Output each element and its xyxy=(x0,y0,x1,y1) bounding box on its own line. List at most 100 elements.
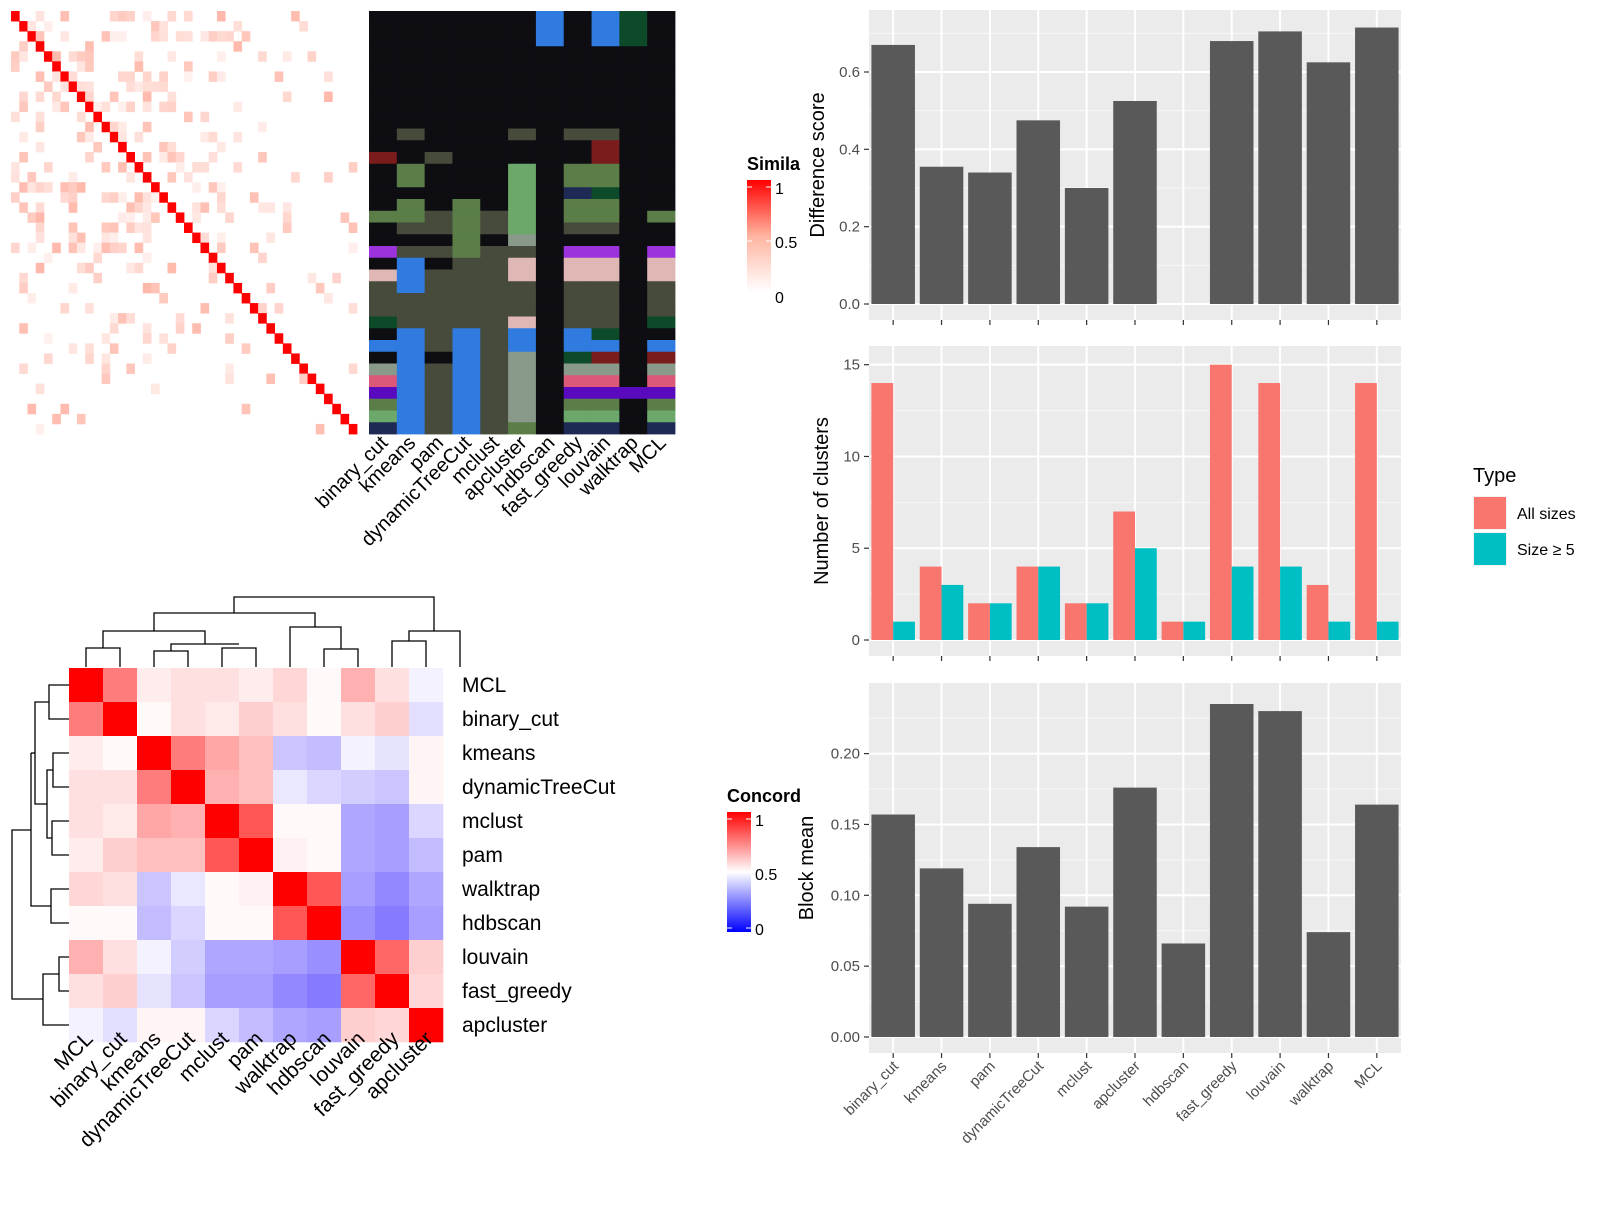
similarity-cell xyxy=(118,313,127,324)
cluster-cell xyxy=(396,11,426,24)
similarity-cell xyxy=(142,172,152,183)
similarity-cell xyxy=(159,71,168,82)
cluster-cell xyxy=(591,410,620,423)
concordance-cell xyxy=(341,872,376,907)
similarity-cell xyxy=(208,272,218,284)
concordance-cell xyxy=(307,668,342,703)
concordance-col-labels: MCLbinary_cutkmeansdynamicTreeCutmclustp… xyxy=(47,1027,438,1152)
concordance-cell xyxy=(205,668,240,703)
concordance-cell xyxy=(137,736,172,771)
similarity-cell xyxy=(184,31,193,42)
similarity-cell xyxy=(35,232,45,244)
concordance-cell xyxy=(375,702,410,737)
cluster-cell xyxy=(424,34,453,47)
cluster-cell xyxy=(480,398,509,411)
cluster-cell xyxy=(424,222,453,235)
concordance-row-label: pam xyxy=(462,844,503,867)
cluster-cell xyxy=(619,163,648,176)
bar xyxy=(871,44,915,304)
concordance-cell xyxy=(171,974,206,1009)
cluster-cell xyxy=(452,58,481,71)
similarity-cell xyxy=(208,31,218,42)
cluster-cell xyxy=(591,363,620,376)
similarity-cell xyxy=(241,343,251,354)
similarity-cell xyxy=(167,172,177,183)
similarity-cell xyxy=(134,81,144,92)
similarity-cell xyxy=(134,192,144,203)
cluster-cell xyxy=(508,81,537,94)
concordance-cell xyxy=(375,804,410,839)
cluster-cell xyxy=(619,210,648,223)
cluster-cell xyxy=(591,269,620,282)
similarity-cell xyxy=(68,172,78,183)
similarity-cell xyxy=(11,242,20,254)
similarity-cell xyxy=(167,152,177,163)
bar xyxy=(1280,566,1302,640)
bar xyxy=(1161,943,1206,1037)
similarity-cell xyxy=(266,202,276,213)
cluster-cell xyxy=(424,81,453,94)
concordance-cell xyxy=(409,906,444,941)
x-tick-label: louvain xyxy=(1243,1058,1289,1104)
concordance-cell xyxy=(409,702,444,737)
x-tick-label: walktrap xyxy=(1285,1058,1337,1110)
y-axis-label: Block mean xyxy=(796,816,818,921)
concordance-cell xyxy=(341,974,376,1009)
concordance-cell xyxy=(171,770,206,805)
cluster-cell xyxy=(369,22,398,35)
cluster-cell xyxy=(619,93,648,106)
cluster-cell xyxy=(508,246,537,259)
similarity-cell xyxy=(101,353,111,364)
cluster-cell xyxy=(591,199,620,212)
cluster-cell xyxy=(591,398,620,411)
similarity-cell xyxy=(266,323,276,334)
concordance-cell xyxy=(341,838,376,873)
concordance-cell xyxy=(307,804,342,839)
similarity-cell xyxy=(19,272,28,284)
concordance-cell xyxy=(205,804,240,839)
concordance-cell xyxy=(171,804,206,839)
similarity-cell xyxy=(76,232,86,244)
similarity-cell xyxy=(208,71,218,82)
cluster-cell xyxy=(396,152,426,165)
similarity-cell xyxy=(175,31,185,42)
similarity-cell xyxy=(348,222,358,233)
similarity-cell xyxy=(85,131,94,143)
cluster-cell xyxy=(619,128,648,141)
y-tick-label: 0.6 xyxy=(839,64,860,81)
cluster-cell xyxy=(452,351,481,364)
similarity-cell xyxy=(348,242,358,254)
cluster-cell xyxy=(563,328,592,341)
cluster-cell xyxy=(563,81,592,94)
similarity-cell xyxy=(151,383,160,395)
similarity-cell xyxy=(167,51,177,62)
similarity-cell xyxy=(68,182,78,193)
concordance-cell xyxy=(137,804,172,839)
cluster-cell xyxy=(591,175,620,188)
concordance-cell xyxy=(171,872,206,907)
bar xyxy=(1086,603,1109,640)
concordance-cell xyxy=(239,770,274,805)
cluster-cell xyxy=(619,281,648,294)
similarity-cell xyxy=(200,111,210,123)
similarity-cell xyxy=(85,303,94,314)
similarity-cell xyxy=(332,272,341,284)
bar xyxy=(1161,621,1184,640)
cluster-cell xyxy=(591,11,620,24)
cluster-cell xyxy=(563,340,592,353)
similarity-cell xyxy=(43,81,53,92)
concordance-cell xyxy=(307,872,342,907)
similarity-cell xyxy=(200,303,210,314)
similarity-cell xyxy=(266,373,276,385)
similarity-cell xyxy=(324,91,333,103)
concordance-cell xyxy=(103,872,138,907)
similarity-cell xyxy=(52,413,61,425)
similarity-cell xyxy=(109,222,119,233)
similarity-cell xyxy=(101,192,111,203)
cluster-cell xyxy=(619,81,648,94)
concordance-cell xyxy=(137,838,172,873)
similarity-cell xyxy=(348,363,358,374)
similarity-cell xyxy=(19,21,28,32)
similarity-cell xyxy=(35,121,45,133)
similarity-cell xyxy=(35,423,45,435)
